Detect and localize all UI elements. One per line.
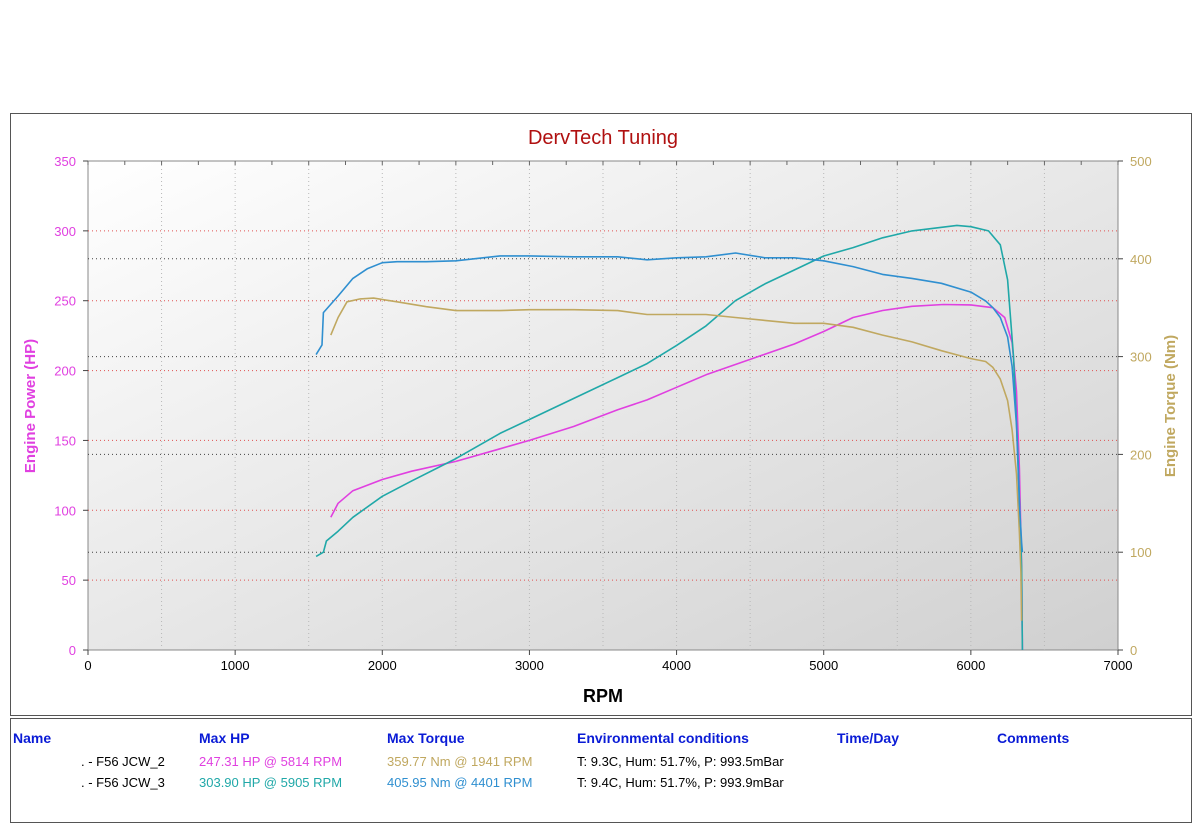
run-max-hp: 303.90 HP @ 5905 RPM xyxy=(199,775,343,790)
run-legend-table: Name Max HP Max Torque Environmental con… xyxy=(10,718,1192,823)
x-tick-label: 0 xyxy=(84,658,91,673)
torque-curve-f56-jcw_2 xyxy=(330,297,1023,621)
x-tick-label: 6000 xyxy=(956,658,985,673)
y-right-tick-label: 400 xyxy=(1130,252,1152,267)
y-left-tick-label: 200 xyxy=(54,364,76,379)
y-left-tick-label: 100 xyxy=(54,503,76,518)
y-left-tick-label: 150 xyxy=(54,433,76,448)
y-left-tick-label: 250 xyxy=(54,294,76,309)
y-left-tick-label: 300 xyxy=(54,224,76,239)
run-environment: T: 9.3C, Hum: 51.7%, P: 993.5mBar xyxy=(577,754,784,769)
run-max-torque: 359.77 Nm @ 1941 RPM xyxy=(387,754,533,769)
run-max-hp: 247.31 HP @ 5814 RPM xyxy=(199,754,343,769)
run-name: . - F56 JCW_3 xyxy=(81,775,165,790)
x-tick-label: 7000 xyxy=(1104,658,1133,673)
header-max-torque: Max Torque xyxy=(387,730,465,746)
header-comments: Comments xyxy=(997,730,1070,746)
header-environment: Environmental conditions xyxy=(577,730,749,746)
y-right-tick-label: 200 xyxy=(1130,447,1152,462)
y-left-tick-label: 350 xyxy=(54,154,76,169)
series-lines xyxy=(315,224,1024,651)
x-tick-label: 1000 xyxy=(221,658,250,673)
run-environment: T: 9.4C, Hum: 51.7%, P: 993.9mBar xyxy=(577,775,784,790)
dyno-chart: 0 1000 2000 3000 4000 5000 6000 700005010015020… xyxy=(22,127,1179,706)
power-curve-f56-jcw_2 xyxy=(330,303,1024,651)
axes: 0 1000 2000 3000 4000 5000 6000 700005010015020… xyxy=(54,154,1151,673)
y-left-tick-label: 50 xyxy=(62,573,76,588)
y-left-tick-label: 0 xyxy=(69,643,76,658)
run-max-torque: 405.95 Nm @ 4401 RPM xyxy=(387,775,533,790)
power-curve-f56-jcw_3 xyxy=(315,224,1024,651)
x-tick-label: 4000 xyxy=(662,658,691,673)
y-axis-left-label: Engine Power (HP) xyxy=(22,339,39,473)
grid-lines xyxy=(88,161,1118,650)
y-right-tick-label: 500 xyxy=(1130,154,1152,169)
y-right-tick-label: 0 xyxy=(1130,643,1137,658)
dyno-chart-panel: 0 1000 2000 3000 4000 5000 6000 7000 0 50 100 150 20… xyxy=(10,113,1192,716)
y-axis-right-label: Engine Torque (Nm) xyxy=(1162,335,1179,477)
header-time-day: Time/Day xyxy=(837,730,899,746)
chart-title: DervTech Tuning xyxy=(528,127,678,149)
torque-curve-f56-jcw_3 xyxy=(315,252,1024,553)
y-right-tick-label: 300 xyxy=(1130,350,1152,365)
x-tick-label: 3000 xyxy=(515,658,544,673)
x-tick-label: 2000 xyxy=(368,658,397,673)
run-name: . - F56 JCW_2 xyxy=(81,754,165,769)
header-max-hp: Max HP xyxy=(199,730,250,746)
header-name: Name xyxy=(13,730,52,746)
x-tick-label: 5000 xyxy=(809,658,838,673)
y-right-tick-label: 100 xyxy=(1130,545,1152,560)
x-axis-label: RPM xyxy=(583,686,623,706)
